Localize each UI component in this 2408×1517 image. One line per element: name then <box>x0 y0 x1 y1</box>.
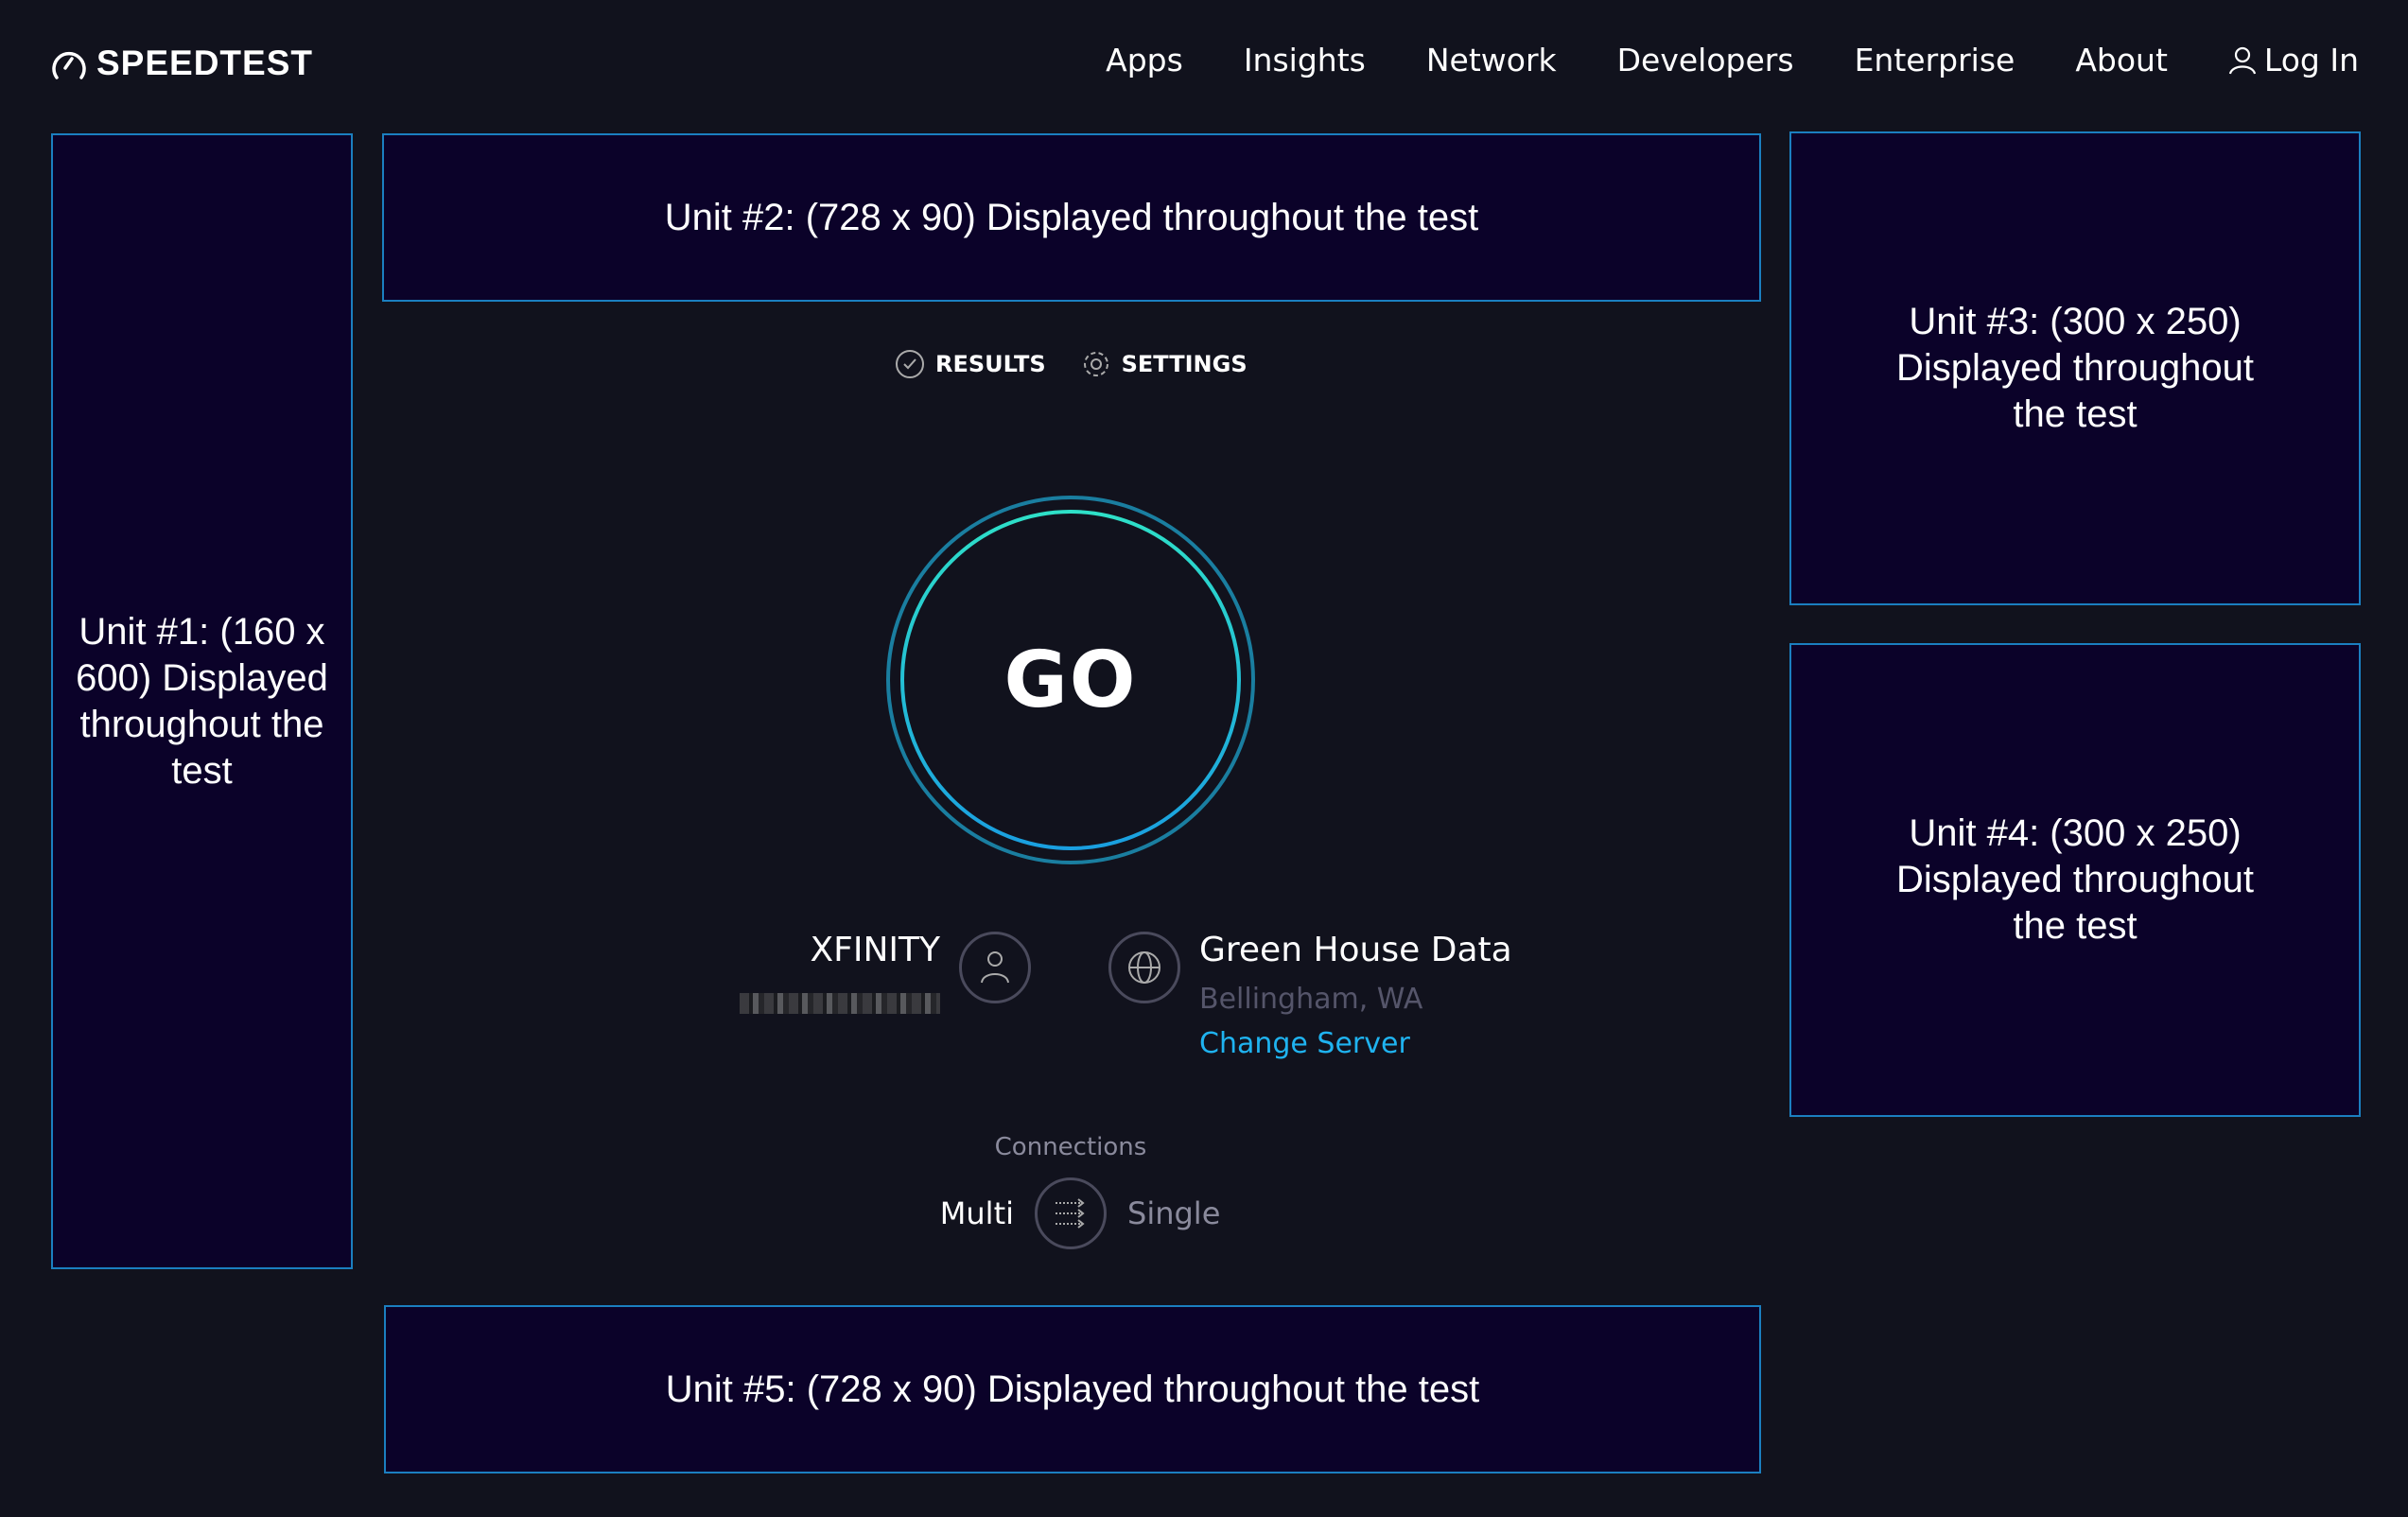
check-circle-icon <box>896 350 924 378</box>
speedtest-logo[interactable]: SPEEDTEST <box>51 44 313 83</box>
result-tabs: RESULTS SETTINGS <box>894 348 1248 380</box>
ad-unit-1[interactable]: Unit #1: (160 x 600) Displayed throughou… <box>51 133 353 1269</box>
tab-settings-label: SETTINGS <box>1121 351 1248 377</box>
user-icon <box>2228 46 2256 74</box>
login-label: Log In <box>2263 42 2359 78</box>
go-ring <box>886 496 1255 864</box>
server-name: Green House Data <box>1199 931 1512 969</box>
speedometer-icon <box>52 51 86 79</box>
tab-results[interactable]: RESULTS <box>894 348 1046 380</box>
ad-unit-3-text: Unit #3: (300 x 250) Displayed throughou… <box>1895 301 2255 435</box>
ad-unit-3[interactable]: Unit #3: (300 x 250) Displayed throughou… <box>1789 131 2361 605</box>
server-icon-button[interactable] <box>1108 932 1180 1003</box>
tab-results-label: RESULTS <box>935 351 1046 377</box>
main-nav: Apps Insights Network Developers Enterpr… <box>1106 42 2359 78</box>
nav-apps[interactable]: Apps <box>1106 42 1183 78</box>
ad-unit-1-text: Unit #1: (160 x 600) Displayed throughou… <box>76 610 328 792</box>
ad-unit-4[interactable]: Unit #4: (300 x 250) Displayed throughou… <box>1789 643 2361 1117</box>
person-icon <box>981 951 1009 984</box>
ad-unit-2-text: Unit #2: (728 x 90) Displayed throughout… <box>664 196 1479 238</box>
connections-multi[interactable]: Multi <box>939 1195 1014 1231</box>
nav-insights[interactable]: Insights <box>1243 42 1366 78</box>
ip-address-redacted <box>740 993 940 1014</box>
server-info: Green House Data Bellingham, WA Change S… <box>1199 931 1512 1060</box>
go-label: GO <box>1003 635 1138 725</box>
go-button[interactable]: GO <box>886 496 1255 864</box>
globe-icon <box>1128 951 1160 984</box>
connections-toggle[interactable] <box>1035 1177 1107 1249</box>
gear-icon <box>1083 352 1108 376</box>
connections-single[interactable]: Single <box>1127 1195 1221 1231</box>
ad-unit-2[interactable]: Unit #2: (728 x 90) Displayed throughout… <box>382 133 1761 302</box>
ad-unit-4-text: Unit #4: (300 x 250) Displayed throughou… <box>1895 812 2255 947</box>
change-server-link[interactable]: Change Server <box>1199 1027 1410 1060</box>
nav-about[interactable]: About <box>2075 42 2168 78</box>
isp-icon-button[interactable] <box>959 932 1031 1003</box>
ad-unit-5-text: Unit #5: (728 x 90) Displayed throughout… <box>665 1368 1480 1410</box>
nav-network[interactable]: Network <box>1425 42 1557 78</box>
ad-unit-5[interactable]: Unit #5: (728 x 90) Displayed throughout… <box>384 1305 1761 1473</box>
nav-enterprise[interactable]: Enterprise <box>1854 42 2015 78</box>
logo-text: SPEEDTEST <box>96 44 313 82</box>
login-link[interactable]: Log In <box>2228 42 2359 78</box>
connections-label: Connections <box>994 1133 1147 1161</box>
isp-name: XFINITY <box>810 931 940 969</box>
multi-connection-arrows-icon <box>1056 1198 1085 1229</box>
nav-developers[interactable]: Developers <box>1616 42 1794 78</box>
server-location: Bellingham, WA <box>1199 983 1423 1016</box>
tab-settings[interactable]: SETTINGS <box>1080 348 1248 380</box>
